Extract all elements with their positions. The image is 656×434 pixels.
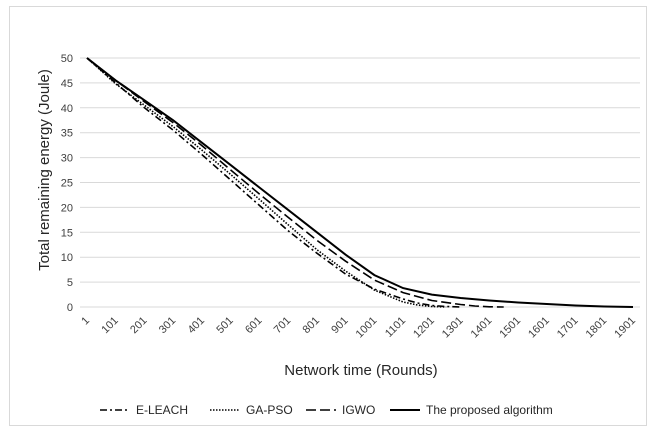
x-tick-label: 801 [301, 315, 322, 336]
y-tick-label: 40 [61, 103, 73, 115]
y-tick-label: 20 [61, 202, 73, 214]
y-tick-label: 10 [61, 252, 73, 264]
x-tick-label: 1301 [440, 315, 466, 341]
x-tick-label: 1501 [497, 315, 523, 341]
x-tick-label: 901 [329, 315, 350, 336]
x-tick-label: 1601 [526, 315, 552, 341]
x-axis-ticks: 1 101 201 301 401 501 601 701 801 901 1001 1101 1201… [79, 315, 638, 341]
x-tick-label: 1701 [555, 315, 581, 341]
y-tick-label: 15 [61, 227, 73, 239]
y-axis-ticks: 0 5 10 15 20 25 30 35 40 45 50 [61, 53, 73, 314]
y-axis-title: Total remaining energy (Joule) [36, 69, 53, 271]
x-tick-label: 1401 [469, 315, 495, 341]
y-tick-label: 0 [67, 302, 73, 314]
series-line-3 [86, 57, 634, 308]
x-tick-label: 301 [157, 315, 178, 336]
x-tick-label: 1101 [383, 315, 408, 340]
y-tick-label: 30 [61, 153, 73, 165]
x-axis-title: Network time (Rounds) [284, 362, 437, 379]
x-tick-label: 1 [79, 315, 92, 328]
x-tick-label: 1201 [411, 315, 437, 341]
x-tick-label: 401 [186, 315, 207, 336]
x-tick-label: 701 [272, 315, 293, 336]
chart-frame [9, 6, 647, 426]
legend: E-LEACH GA-PSO IGWO The proposed algorithm [100, 403, 553, 417]
legend-label: IGWO [342, 403, 375, 417]
x-tick-label: 1801 [584, 315, 610, 341]
y-tick-label: 25 [61, 178, 73, 190]
x-tick-label: 101 [99, 315, 120, 336]
grid-lines [80, 57, 640, 308]
series-lines [86, 57, 634, 308]
series-line-1 [86, 57, 447, 308]
series-line-0 [86, 57, 461, 308]
x-tick-label: 1001 [354, 315, 380, 341]
legend-label: E-LEACH [136, 403, 188, 417]
x-tick-label: 1901 [612, 315, 638, 341]
legend-label: GA-PSO [246, 403, 293, 417]
x-tick-label: 501 [214, 315, 235, 336]
y-tick-label: 5 [67, 277, 73, 289]
x-tick-label: 201 [128, 315, 149, 336]
y-tick-label: 45 [61, 78, 73, 90]
x-tick-label: 601 [243, 315, 264, 336]
legend-label: The proposed algorithm [426, 403, 553, 417]
y-tick-label: 50 [61, 53, 73, 65]
y-tick-label: 35 [61, 128, 73, 140]
